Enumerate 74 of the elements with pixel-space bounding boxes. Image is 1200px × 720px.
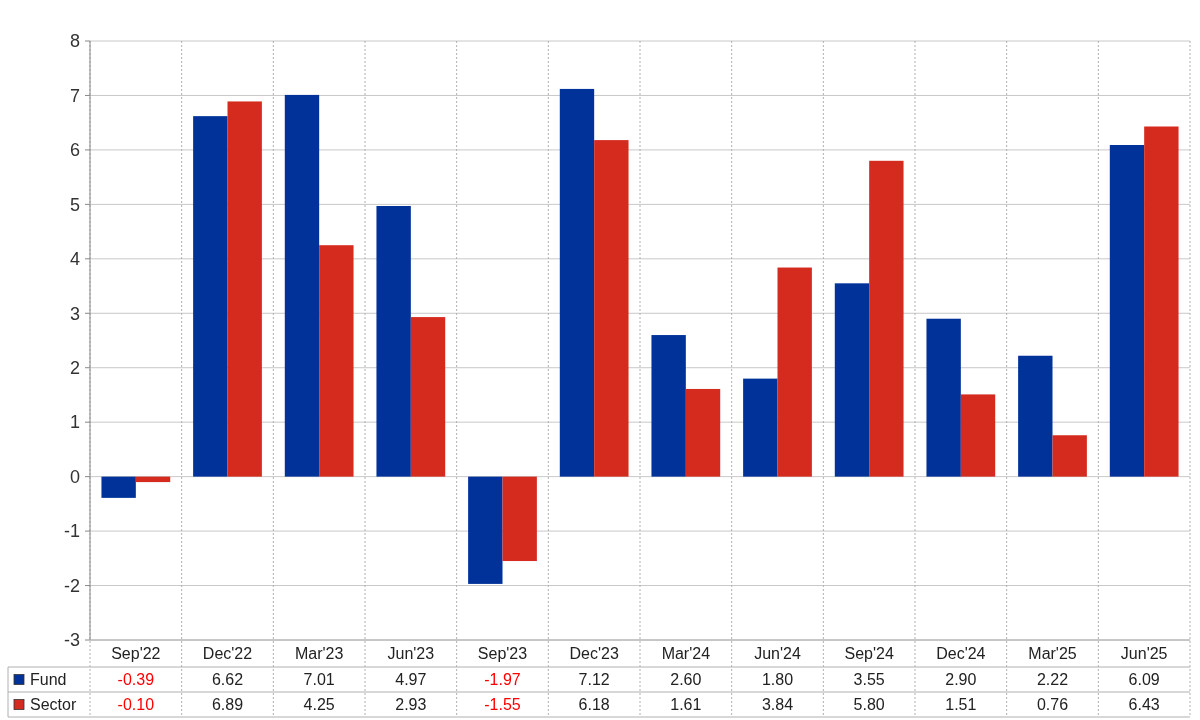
bar [101,476,136,498]
bar [227,101,262,477]
legend-label: Sector [30,696,77,714]
y-tick-label: 2 [69,358,80,379]
bar [376,206,411,477]
data-label: 0.76 [1036,696,1069,714]
bar [468,476,503,584]
x-tick-label: Mar'25 [1028,645,1077,663]
y-tick-label: 8 [69,31,80,52]
data-label: -0.10 [117,696,155,714]
x-tick-label: Dec'24 [936,645,986,663]
data-label: -0.39 [117,671,155,689]
data-label: 1.51 [945,696,977,714]
x-tick-label: Jun'24 [754,645,801,663]
bar [319,245,354,477]
bar [193,116,228,477]
bar [960,394,996,477]
data-label: 7.12 [578,671,610,689]
x-tick-label: Jun'23 [387,645,435,663]
y-tick-label: 5 [69,194,80,215]
y-tick-label: 4 [69,249,80,270]
data-label: 3.84 [761,696,794,714]
x-tick-label: Sep'23 [477,645,528,663]
data-label: -1.55 [484,696,521,714]
bar [1109,145,1145,477]
y-tick-label: -2 [63,575,80,596]
bar [834,283,870,477]
data-label: 2.93 [395,696,427,714]
y-tick-label: -3 [63,630,80,651]
x-tick-label: Dec'23 [569,645,619,663]
x-tick-label: Dec'22 [202,645,253,663]
bar [685,388,721,477]
data-label: 2.90 [945,671,977,689]
x-tick-label: Sep'24 [844,645,894,663]
bar [410,317,446,477]
data-label: 1.80 [761,671,794,689]
x-tick-label: Sep'22 [111,645,161,663]
bar [1144,126,1179,477]
data-label: 6.43 [1128,696,1160,714]
data-label: -1.97 [484,671,521,689]
bar [651,335,686,477]
data-label: 5.80 [853,696,885,714]
data-label: 2.60 [670,671,702,689]
bar [1052,435,1087,477]
y-tick-label: 6 [69,140,80,161]
data-label: 6.18 [578,696,610,714]
bar [502,476,537,562]
bar [926,318,961,477]
bar [135,476,171,483]
bar [284,94,320,477]
data-label: 2.22 [1036,671,1069,689]
legend-label: Fund [30,671,67,689]
y-tick-label: 7 [69,85,80,106]
data-label: 6.62 [211,671,244,689]
data-label: 4.97 [395,671,427,689]
data-label: 7.01 [303,671,335,689]
data-label: 3.55 [853,671,885,689]
y-tick-label: 0 [69,466,80,487]
bar [743,378,778,477]
y-tick-label: 1 [69,412,80,433]
data-label: 6.89 [211,696,244,714]
x-tick-label: Mar'23 [294,645,344,663]
data-label: 6.09 [1128,671,1160,689]
y-tick-label: -1 [63,521,80,542]
data-label: 4.25 [303,696,335,714]
bar [777,267,812,477]
y-tick-label: 3 [69,303,80,324]
x-tick-label: Jun'25 [1120,645,1168,663]
data-label: 1.61 [670,696,702,714]
x-tick-label: Mar'24 [661,645,711,663]
bar [869,160,904,477]
bar [559,88,595,477]
bar [594,140,629,477]
bar [1018,355,1053,477]
